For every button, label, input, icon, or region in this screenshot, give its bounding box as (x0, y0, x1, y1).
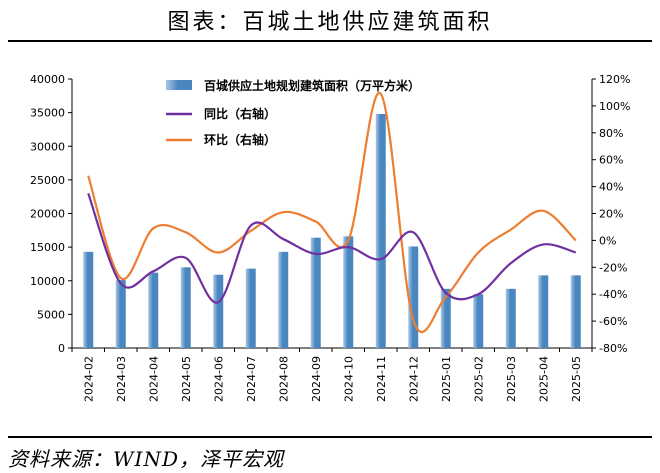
x-tick-label: 2025-05 (570, 356, 583, 402)
left-tick-label: 35000 (30, 107, 65, 120)
x-tick-label: 2024-02 (82, 356, 95, 402)
bar (245, 268, 256, 348)
bar (83, 251, 94, 348)
bar (408, 246, 419, 348)
legend-label-yoy: 同比（右轴） (204, 106, 276, 121)
bar (213, 274, 224, 348)
right-tick-label: 60% (599, 154, 623, 167)
left-tick-label: 20000 (30, 208, 65, 221)
left-tick-label: 0 (58, 342, 65, 355)
left-tick-label: 25000 (30, 174, 65, 187)
x-tick-label: 2024-10 (342, 356, 355, 402)
bar (310, 237, 321, 348)
x-tick-label: 2024-08 (277, 356, 290, 402)
bar (505, 288, 516, 348)
right-tick-label: 120% (599, 73, 630, 86)
x-tick-label: 2025-01 (440, 356, 453, 402)
x-tick-label: 2024-07 (245, 356, 258, 402)
right-tick-label: 100% (599, 100, 630, 113)
bar (115, 280, 126, 348)
right-tick-label: 40% (599, 181, 623, 194)
x-tick-label: 2024-12 (407, 356, 420, 402)
bar (570, 275, 581, 348)
right-tick-label: 0% (599, 234, 616, 247)
x-tick-label: 2024-11 (375, 356, 388, 402)
legend-swatch-bar (166, 80, 192, 90)
bar (538, 275, 549, 348)
left-tick-label: 30000 (30, 140, 65, 153)
bar (278, 251, 289, 348)
left-tick-label: 10000 (30, 275, 65, 288)
right-tick-label: -40% (599, 288, 627, 301)
bar (180, 267, 191, 348)
right-tick-label: 20% (599, 208, 623, 221)
x-tick-label: 2024-09 (310, 356, 323, 402)
right-tick-label: 80% (599, 127, 623, 140)
left-tick-label: 15000 (30, 241, 65, 254)
right-tick-label: -20% (599, 261, 627, 274)
x-tick-label: 2024-04 (147, 356, 160, 402)
x-tick-label: 2024-05 (180, 356, 193, 402)
mom-line (87, 92, 577, 333)
source-note: 资料来源：WIND，泽平宏观 (8, 447, 284, 471)
x-tick-label: 2025-03 (505, 356, 518, 402)
figure-title: 图表：百城土地供应建筑面积 (167, 10, 493, 35)
legend-label-bar: 百城供应土地规划建筑面积（万平方米） (204, 78, 420, 93)
left-tick-label: 5000 (37, 308, 65, 321)
bar (343, 236, 354, 348)
x-tick-label: 2024-03 (115, 356, 128, 402)
yoy-line (87, 192, 577, 304)
bar (440, 288, 451, 348)
x-tick-label: 2025-02 (472, 356, 485, 402)
left-tick-label: 40000 (30, 73, 65, 86)
bar (375, 113, 386, 348)
bar (148, 272, 159, 348)
x-tick-label: 2024-06 (212, 356, 225, 402)
x-tick-label: 2025-04 (537, 356, 550, 402)
bar (473, 294, 484, 348)
right-tick-label: -60% (599, 315, 627, 328)
legend-label-mom: 环比（右轴） (204, 132, 276, 147)
right-tick-label: -80% (599, 342, 627, 355)
title-rule (8, 40, 652, 42)
source-rule (8, 436, 652, 438)
